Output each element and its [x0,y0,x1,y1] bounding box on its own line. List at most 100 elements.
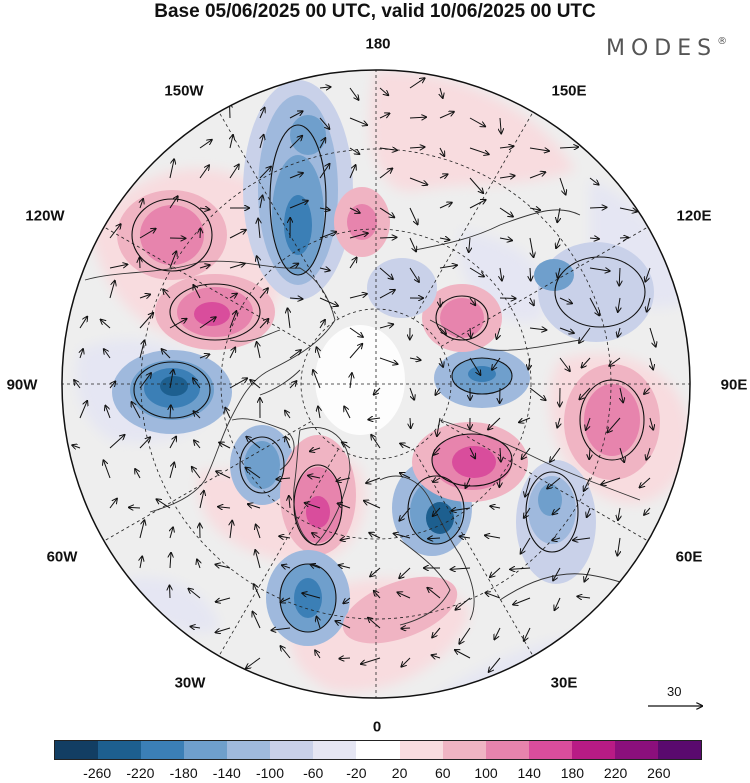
colorbar-swatch [227,741,271,759]
wind-vector [255,550,261,569]
anomaly-contour [294,578,322,618]
wind-vector [490,506,501,508]
wind-vector [139,520,144,539]
wind-vector [529,328,546,330]
wind-vector [170,586,171,599]
wind-vector [319,87,331,88]
wind-vector [529,387,546,400]
wind-vector [440,87,443,98]
wind-vectors [72,78,656,672]
anomaly-contour [440,298,484,338]
colorbar-swatch [657,741,701,759]
wind-vector [432,627,441,637]
anomaly-contour [290,115,326,155]
wind-vector [349,207,360,213]
anomaly-contour [140,205,204,265]
wind-vector [550,447,561,462]
colorbar [54,740,702,760]
anomaly-contour [244,441,280,489]
wind-vector [439,112,454,119]
wind-vector [199,165,209,179]
wind-vector [488,417,501,430]
wind-vector [401,628,411,629]
wind-vector [319,208,330,210]
wind-vector [409,147,425,148]
anomaly-field [62,70,690,698]
wind-vector [258,219,260,239]
wind-vector [558,267,560,278]
wind-vector [132,402,141,419]
wind-vector [619,447,624,462]
wind-vector [170,553,171,569]
colorbar-tick-label: -220 [126,765,155,781]
lon-label-150e: 150E [551,82,587,100]
wind-vector [410,417,411,428]
wind-vector [379,267,393,279]
anomaly-contour [194,302,230,326]
wind-vector [399,567,411,578]
wind-vector [530,297,534,305]
wind-vector [619,238,628,239]
wind-vector [74,380,81,389]
wind-vector [109,499,117,509]
wind-vector [524,627,531,641]
anomaly-contour [468,366,496,382]
wind-vector [279,536,291,538]
wind-vector [400,444,411,449]
colorbar-swatch [485,741,529,759]
wind-vector [584,567,591,582]
colorbar-tick-label: 100 [474,765,498,781]
wind-vector [139,295,150,299]
wind-vector [649,327,656,347]
wind-vector [433,507,441,516]
colorbar-swatch [270,741,314,759]
wind-vector [452,508,471,511]
wind-vector [289,381,296,389]
wind-vector [529,148,549,151]
wind-vector [230,521,232,539]
lon-label-90w: 90W [6,376,38,394]
wind-vector [229,165,239,179]
wind-vector [469,147,489,154]
wind-vector [289,264,298,268]
wind-vector [350,373,352,389]
wind-vector [650,357,653,369]
wind-vector [260,135,264,149]
wind-vector [409,78,425,89]
wind-vector [225,408,231,419]
brand-registered-mark: ® [717,36,728,47]
wind-vector [289,496,290,509]
wind-vector [104,349,111,359]
colorbar-swatch [399,741,443,759]
wind-vector [379,207,394,217]
wind-vector [510,568,531,569]
wind-vector [409,387,414,400]
wind-vector [215,565,231,569]
wind-vector [317,617,321,629]
colorbar-tick-label: -260 [83,765,112,781]
wind-vector [409,177,427,185]
wind-vector [109,281,115,299]
wind-vector [163,289,171,299]
brand-logo: MODES® [606,36,727,61]
wind-vector [559,357,570,371]
wind-vector [500,117,501,133]
wind-vector [341,538,351,540]
lon-label-120w: 120W [25,207,65,225]
meridian-line [440,226,649,347]
wind-vector [319,320,325,329]
wind-vector [199,491,204,509]
wind-vector [409,237,416,251]
wind-vector [500,447,501,462]
meridian-line [103,226,312,347]
wind-vector [339,565,351,568]
wind-vector [469,447,475,458]
wind-vector [579,387,591,399]
colorbar-tick-label: 140 [517,765,541,781]
wind-vector [437,417,440,436]
wind-vector [135,469,141,479]
colorbar-swatch [313,741,357,759]
wind-vector [101,320,111,329]
wind-vector [427,588,441,599]
colorbar-tick-label: 220 [603,765,628,781]
